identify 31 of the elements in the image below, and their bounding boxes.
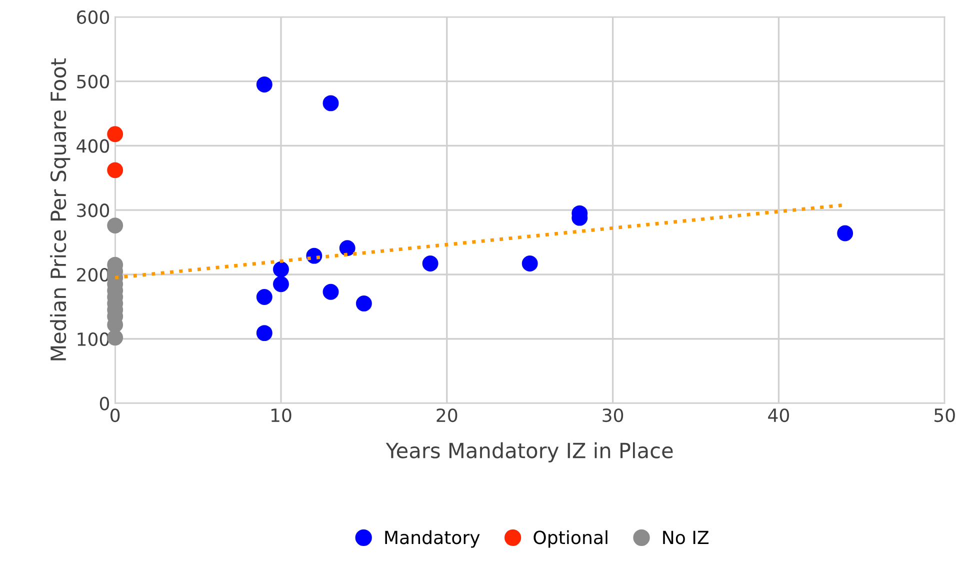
point — [273, 261, 289, 278]
x-tick-label: 10 — [271, 408, 292, 422]
point — [256, 76, 272, 93]
point — [273, 276, 289, 292]
x-tick-label: 0 — [110, 408, 120, 422]
x-tick-label: 30 — [602, 408, 624, 422]
y-tick-label: 600 — [77, 10, 110, 24]
x-tick-label: 40 — [768, 408, 789, 422]
point — [837, 225, 854, 242]
point — [522, 256, 538, 272]
point — [107, 162, 124, 178]
legend-label: No IZ — [663, 530, 709, 544]
y-axis-title: Median Price Per Square Foot — [50, 58, 70, 360]
point — [422, 256, 438, 272]
x-axis-title: Years Mandatory IZ in Place — [386, 442, 673, 462]
y-tick-label: 400 — [76, 139, 110, 153]
y-tick-label: 300 — [77, 204, 110, 218]
legend-label: Optional — [534, 530, 608, 548]
y-tick-label: 500 — [77, 74, 110, 88]
point — [256, 325, 272, 342]
point — [107, 218, 124, 234]
point — [356, 295, 372, 312]
legend-label: Mandatory — [385, 530, 480, 548]
point — [322, 284, 339, 300]
point — [107, 126, 124, 142]
x-tick-label: 50 — [934, 408, 955, 422]
x-tick-label: 20 — [436, 408, 458, 422]
point — [339, 240, 356, 256]
y-tick-label: 0 — [100, 396, 110, 410]
point — [256, 289, 272, 305]
point — [322, 95, 339, 112]
